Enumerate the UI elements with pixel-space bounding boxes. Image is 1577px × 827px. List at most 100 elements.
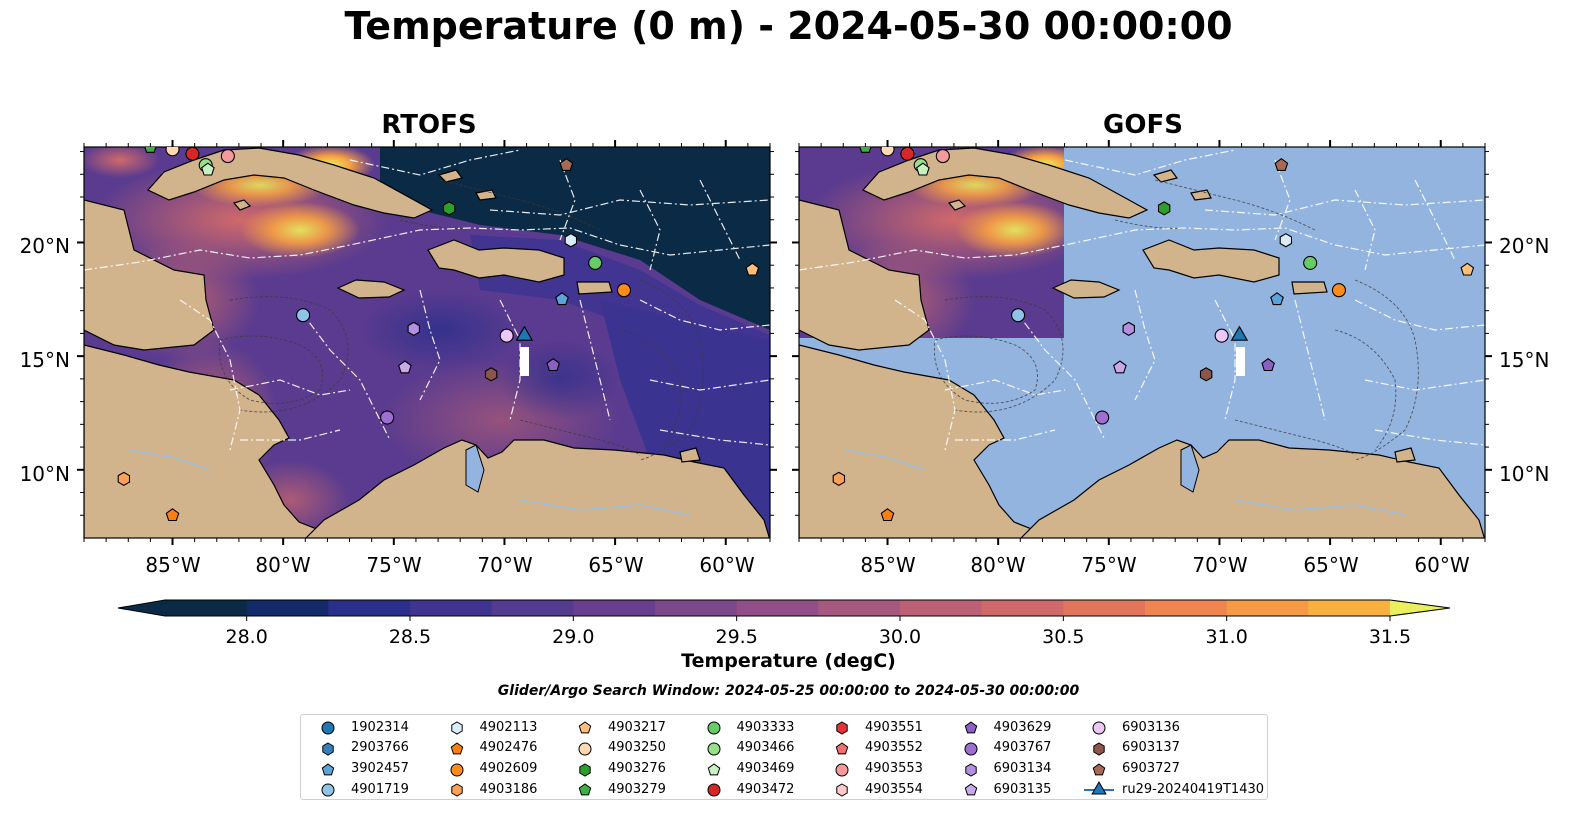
x-tick-label: 60°W	[699, 553, 754, 577]
legend-marker-icon	[836, 721, 848, 735]
y-tick-label: 20°N	[20, 234, 70, 258]
legend-label: 4903767	[993, 740, 1052, 756]
legend-item: ru29-20240419T1430	[1084, 779, 1264, 799]
platform-marker-4903186	[117, 471, 131, 487]
legend-marker-icon	[578, 783, 592, 796]
x-tick-label: 85°W	[145, 553, 200, 577]
panel-title-gofs: GOFS	[1103, 110, 1183, 140]
platform-marker-4903333	[1303, 255, 1318, 270]
legend-item: 4903472	[699, 779, 795, 799]
legend-marker-icon	[450, 742, 463, 755]
legend-item: 4901719	[313, 779, 409, 799]
legend-marker-icon	[579, 763, 591, 777]
x-tick-label: 70°W	[477, 553, 532, 577]
platform-marker-4903767	[380, 410, 395, 425]
rtofs-map	[84, 147, 770, 538]
legend-label: 6903134	[993, 761, 1052, 777]
colorbar-segment	[1226, 600, 1309, 616]
platform-marker-4903279	[859, 147, 872, 153]
legend-marker-icon	[835, 742, 849, 755]
colorbar-max-extend	[1390, 600, 1450, 616]
colorbar-tick-label: 31.5	[1369, 626, 1411, 648]
colorbar-segment	[1063, 600, 1146, 616]
legend-marker-icon	[450, 763, 463, 777]
y-tick-label: 15°N	[20, 348, 70, 372]
y-tick-label: 10°N	[1499, 462, 1549, 486]
y-tick-label: 15°N	[1499, 348, 1549, 372]
legend-label: 4903552	[865, 740, 923, 756]
colorbar-tick-label: 30.0	[879, 626, 921, 648]
platform-marker-1902314	[781, 143, 794, 156]
legend-label: 6903136	[1122, 719, 1180, 735]
colorbar-segment	[165, 600, 248, 616]
legend-label: 4903472	[736, 781, 795, 797]
platform-marker-3902457	[555, 292, 569, 306]
glider-track-rtofs	[520, 347, 529, 376]
legend-marker-icon	[1092, 762, 1106, 775]
legend-marker-icon	[450, 721, 463, 735]
platform-marker-6903137	[484, 367, 498, 382]
legend-label: 4903217	[608, 719, 666, 735]
legend: 1902314 2903766 3902457 4901719 4902113 49024…	[300, 714, 1268, 800]
platform-marker-4903551	[171, 122, 182, 135]
legend-marker-icon	[707, 721, 720, 735]
legend-label: 3902457	[351, 761, 409, 777]
colorbar-tick-label: 29.0	[552, 626, 594, 648]
platform-marker-4903469	[916, 162, 930, 176]
platform-marker-4903554	[993, 122, 1004, 135]
legend-label: 4903250	[608, 740, 666, 756]
platform-marker-4903217	[1460, 262, 1475, 276]
legend-item: 4903250	[570, 738, 666, 758]
legend-item: 1902314	[313, 717, 409, 737]
legend-label: 4903469	[736, 761, 795, 777]
legend-item: 4903553	[827, 759, 923, 779]
colorbar-tick-label: 28.0	[226, 626, 268, 648]
legend-label: 4903551	[865, 719, 923, 735]
panel-title-rtofs: RTOFS	[381, 110, 477, 140]
platform-marker-4903250	[165, 147, 180, 157]
colorbar-segment	[1145, 600, 1228, 616]
colorbar-segment	[328, 600, 411, 616]
colorbar-tick-label: 28.5	[389, 626, 431, 648]
legend-item: 4903466	[699, 738, 794, 758]
legend-item: 4903551	[827, 717, 923, 737]
legend-item: 4903767	[956, 738, 1052, 758]
platform-marker-4903333	[588, 255, 603, 270]
colorbar-segment	[818, 600, 901, 616]
platform-marker-4903629	[1261, 358, 1275, 372]
legend-marker-icon	[321, 783, 335, 797]
platform-marker-4902609	[616, 283, 631, 298]
map-figure: 85°W 80°W 75°W 70°W 65°W 60°W 85°W 80°W …	[20, 122, 1549, 577]
colorbar-min-extend	[118, 600, 165, 616]
colorbar-segment	[1308, 600, 1391, 616]
legend-item: 2903766	[313, 738, 409, 758]
x-tick-label: 60°W	[1414, 553, 1469, 577]
platform-marker-4903472	[185, 147, 200, 161]
platform-marker-4903186	[832, 471, 846, 487]
platform-marker-6903135	[398, 360, 412, 374]
legend-item: 3902457	[313, 759, 409, 779]
x-tick-label: 80°W	[255, 553, 310, 577]
legend-label: 4903279	[608, 781, 666, 797]
platform-marker-4903217	[745, 262, 760, 276]
legend-label: 4902476	[479, 740, 538, 756]
platform-marker-4903279	[144, 147, 157, 153]
legend-item: 6903134	[956, 759, 1052, 779]
legend-item: 6903135	[956, 779, 1051, 799]
legend-marker-icon	[707, 742, 720, 756]
legend-marker-icon	[321, 721, 335, 735]
colorbar-segment	[981, 600, 1064, 616]
colorbar-segment	[491, 600, 574, 616]
legend-marker-icon	[964, 742, 977, 756]
platform-marker-ru29-20240419T1430	[515, 325, 534, 341]
platform-marker-4903250	[880, 147, 895, 157]
legend-item: 4902476	[442, 738, 538, 758]
platform-marker-6903134	[407, 321, 420, 337]
x-tick-label: 80°W	[970, 553, 1025, 577]
legend-marker-icon	[322, 742, 334, 756]
colorbar-segment	[900, 600, 983, 616]
colorbar-label: Temperature (degC)	[681, 650, 896, 672]
glider-track-gofs	[1236, 347, 1245, 376]
platform-marker-6903135	[1113, 360, 1127, 374]
legend-item: 4903186	[442, 779, 537, 799]
